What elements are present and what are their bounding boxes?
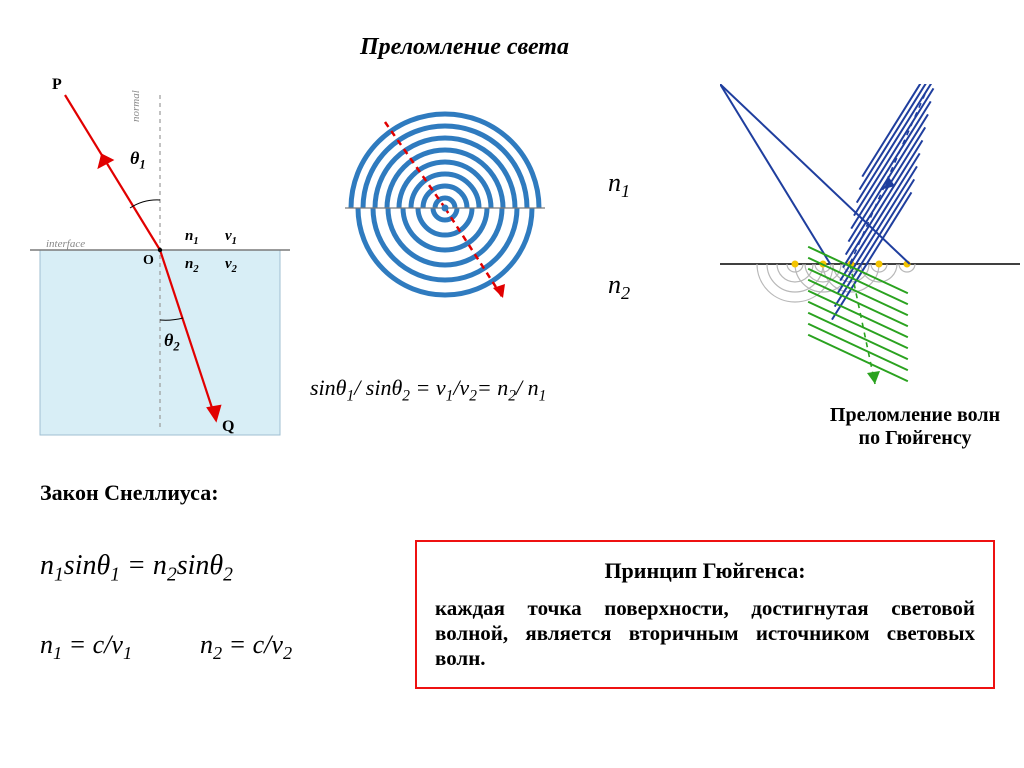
ratio-formula: sinθ1/ sinθ2 = v1/v2= n2/ n1 [310, 375, 546, 405]
label-n1: n1 [185, 228, 199, 247]
ray-diagram [30, 80, 290, 440]
snell-formula2a: n1 = c/v1 [40, 630, 132, 664]
huygens-box-body: каждая точка поверхности, достигнутая св… [435, 596, 975, 671]
label-normal: normal [130, 90, 142, 122]
label-n2: n2 [185, 256, 199, 275]
label-P: P [52, 76, 62, 94]
page-title: Преломление света [360, 34, 569, 61]
ripple-n1: n1 [608, 168, 630, 202]
label-interface: interface [46, 238, 85, 250]
label-theta1: θ1 [130, 148, 146, 173]
snell-formula2b: n2 = c/v2 [200, 630, 292, 664]
snell-formula1: n1sinθ1 = n2sinθ2 [40, 550, 233, 587]
label-theta2: θ2 [164, 330, 180, 355]
huygens-box: Принцип Гюйгенса: каждая точка поверхнос… [415, 540, 995, 689]
ripple-n2: n2 [608, 270, 630, 304]
huygens-caption-l2: по Гюйгенсу [859, 427, 972, 449]
huygens-diagram [720, 84, 1020, 394]
huygens-box-title: Принцип Гюйгенса: [435, 558, 975, 584]
ripple-diagram [345, 108, 545, 308]
label-v1: v1 [225, 228, 237, 247]
snell-heading: Закон Снеллиуса: [40, 480, 219, 506]
huygens-caption-l1: Преломление волн [830, 404, 1000, 426]
label-O: O [143, 253, 154, 269]
label-v2: v2 [225, 256, 237, 275]
label-Q: Q [222, 418, 234, 436]
huygens-caption: Преломление волн по Гюйгенсу [810, 404, 1020, 450]
